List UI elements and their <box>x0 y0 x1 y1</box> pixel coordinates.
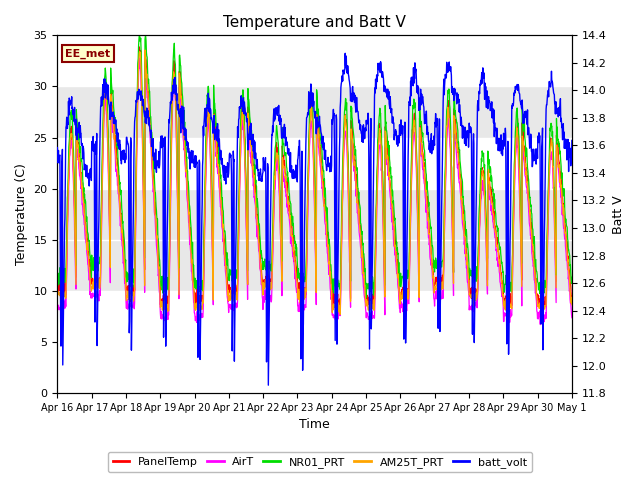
Title: Temperature and Batt V: Temperature and Batt V <box>223 15 406 30</box>
Y-axis label: Temperature (C): Temperature (C) <box>15 163 28 265</box>
Text: EE_met: EE_met <box>65 49 110 59</box>
Bar <box>58 189 572 291</box>
Y-axis label: Batt V: Batt V <box>612 195 625 234</box>
Legend: PanelTemp, AirT, NR01_PRT, AM25T_PRT, batt_volt: PanelTemp, AirT, NR01_PRT, AM25T_PRT, ba… <box>108 452 532 472</box>
X-axis label: Time: Time <box>300 419 330 432</box>
Bar <box>58 86 572 138</box>
